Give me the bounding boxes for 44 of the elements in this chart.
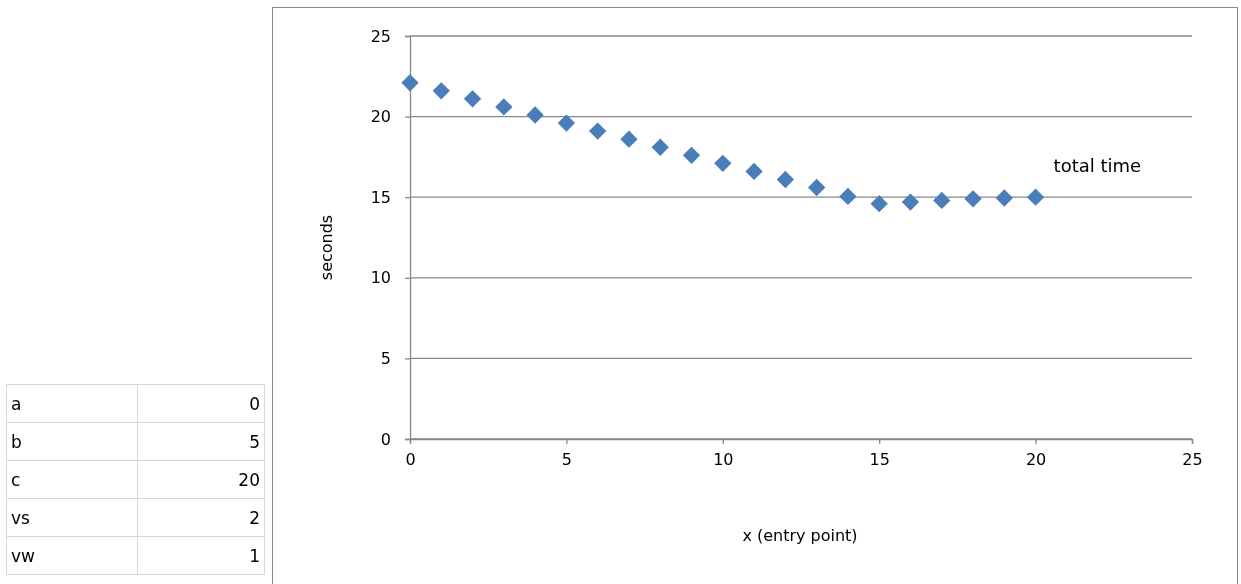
point <box>401 74 419 92</box>
text: 2 <box>137 498 265 537</box>
x-tick-label: 10 <box>713 450 734 470</box>
point <box>620 130 638 148</box>
point <box>463 90 482 108</box>
y-tick-label: 15 <box>370 187 391 207</box>
point <box>495 98 513 116</box>
point <box>901 193 920 211</box>
point <box>933 191 951 210</box>
text: a <box>6 384 138 423</box>
point <box>526 106 544 124</box>
point <box>745 162 763 181</box>
point <box>807 178 826 197</box>
x-tick-label: 25 <box>1182 450 1203 470</box>
text: 0 <box>137 384 265 423</box>
point <box>557 114 576 132</box>
point <box>964 190 982 208</box>
point <box>839 187 857 206</box>
y-tick-label: 25 <box>370 26 391 46</box>
x-tick-label: 0 <box>405 450 416 470</box>
x-tick-label: 20 <box>1025 450 1047 470</box>
point <box>432 82 450 100</box>
y-tick-label: 0 <box>380 429 391 449</box>
x-tick-label: 15 <box>869 450 890 470</box>
text: vs <box>6 498 138 537</box>
point <box>682 146 701 164</box>
text: 1 <box>137 536 265 575</box>
y-tick-label: 20 <box>370 107 391 127</box>
point <box>870 194 888 213</box>
x-tick-label: 5 <box>561 450 572 470</box>
x-axis-title: x (entry point) <box>742 526 858 545</box>
series-label: total time <box>1053 155 1142 177</box>
point <box>589 122 607 140</box>
text: c <box>6 460 138 499</box>
y-axis-title: seconds <box>317 214 336 281</box>
text: vw <box>6 536 138 575</box>
text: b <box>6 422 138 461</box>
y-tick-label: 10 <box>370 268 391 288</box>
point <box>714 154 732 173</box>
point <box>651 138 669 156</box>
point <box>776 170 795 189</box>
point <box>995 189 1013 207</box>
point <box>1026 188 1045 206</box>
y-tick-label: 5 <box>380 349 391 369</box>
